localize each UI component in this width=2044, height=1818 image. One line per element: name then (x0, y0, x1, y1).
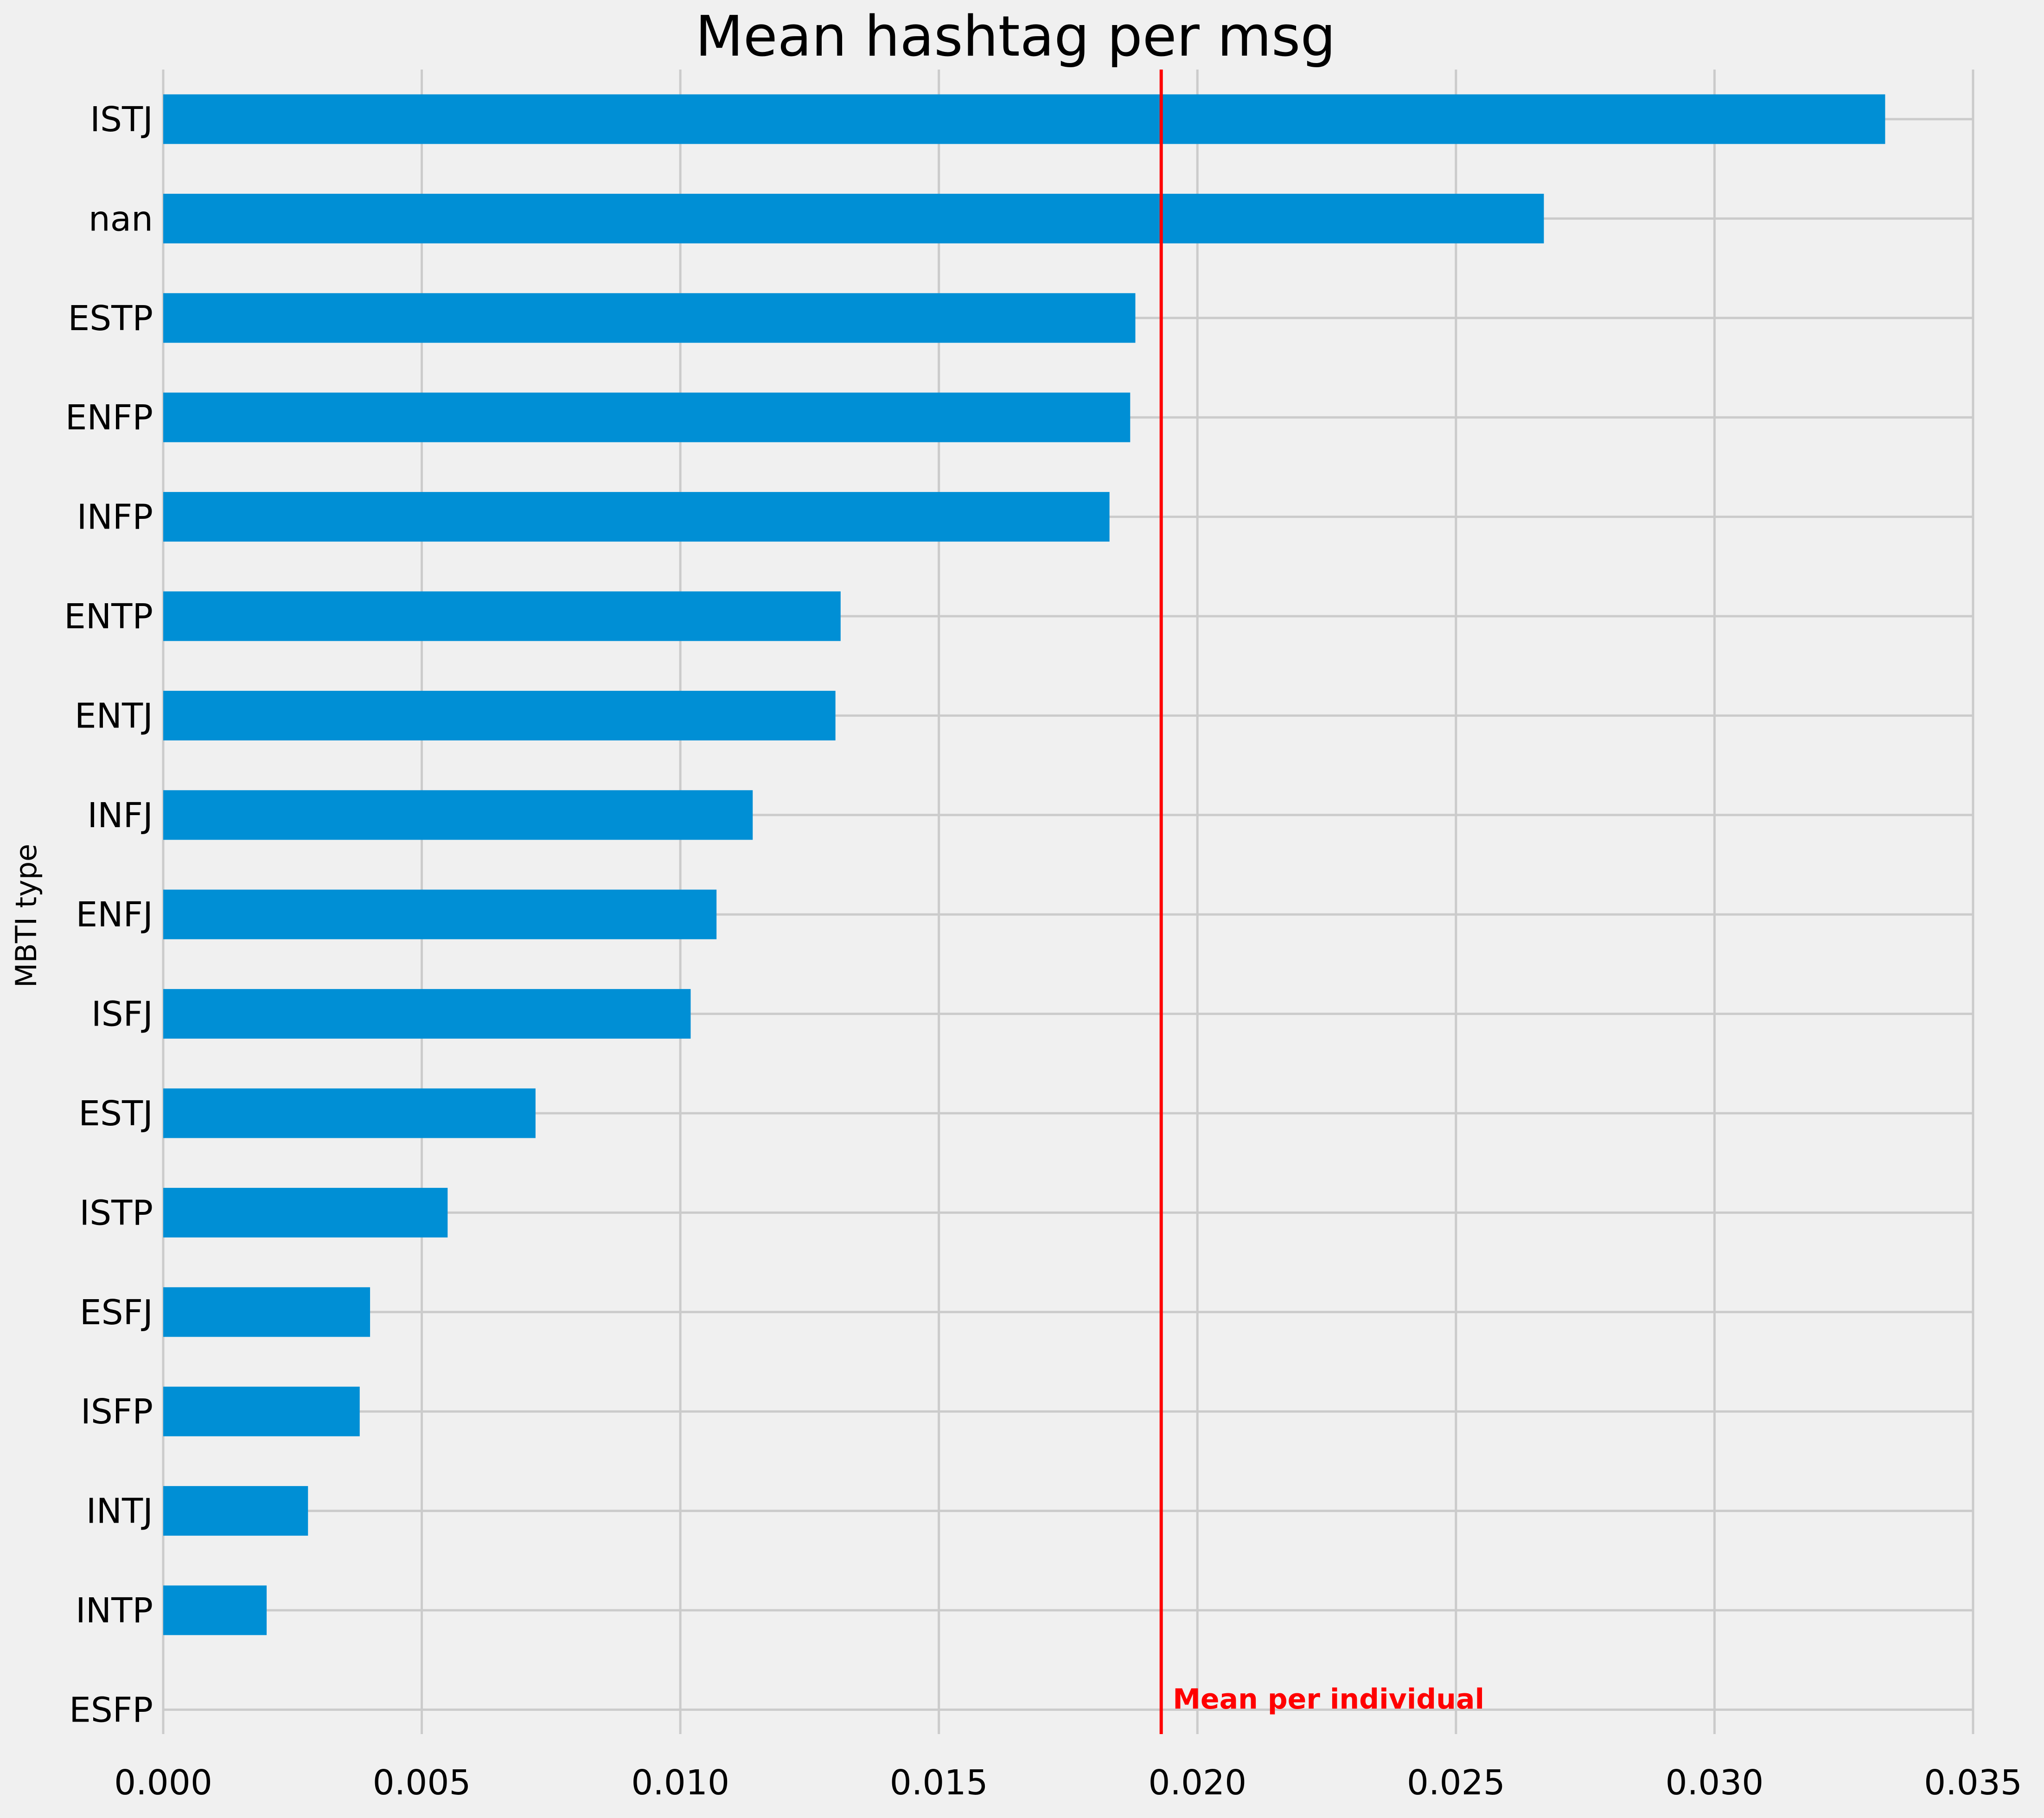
x-tick-label: 0.010 (631, 1763, 729, 1803)
bar-entp (163, 591, 841, 641)
y-tick-label: ENFP (65, 398, 153, 438)
bar-esfj (163, 1287, 370, 1337)
bar-enfj (163, 889, 717, 939)
x-tick-label: 0.015 (890, 1763, 988, 1803)
y-tick-label: ENTP (64, 597, 153, 637)
y-tick-label: ESTP (68, 299, 153, 338)
bar-nan (163, 193, 1544, 243)
bar-isfp (163, 1386, 360, 1436)
y-tick-label: ENFJ (76, 895, 153, 935)
x-tick-label: 0.035 (1924, 1763, 2022, 1803)
x-tick-label: 0.005 (373, 1763, 471, 1803)
y-tick-label: ISFP (81, 1392, 153, 1432)
y-tick-label: ESTJ (78, 1094, 153, 1134)
bar-infp (163, 492, 1110, 542)
x-tick-label: 0.030 (1665, 1763, 1763, 1803)
bars-layer (163, 94, 1885, 1635)
x-tick-label: 0.000 (114, 1763, 212, 1803)
y-tick-label: ISTP (79, 1193, 153, 1233)
bar-entj (163, 690, 836, 740)
bar-istj (163, 94, 1885, 144)
bar-istp (163, 1187, 448, 1238)
y-tick-label: INTJ (86, 1492, 153, 1531)
y-tick-label: INTP (76, 1591, 153, 1631)
bar-enfp (163, 392, 1131, 442)
bar-estj (163, 1088, 536, 1138)
bar-intj (163, 1486, 308, 1536)
bar-infj (163, 790, 753, 840)
reference-line-group: Mean per individual (1159, 70, 1484, 1734)
y-tick-label: ISTJ (90, 100, 153, 140)
y-tick-label: ESFJ (80, 1293, 153, 1333)
y-tick-label: nan (89, 199, 153, 239)
y-tick-label: ESFP (69, 1690, 153, 1730)
bar-isfj (163, 989, 691, 1039)
y-tick-label: INFP (77, 498, 153, 537)
mean-reference-label: Mean per individual (1173, 1683, 1484, 1716)
y-axis-label: MBTI type (9, 844, 43, 988)
chart-title: Mean hashtag per msg (695, 5, 1335, 69)
bar-estp (163, 293, 1136, 343)
y-tick-labels: ISTJ nan ESTP ENFP INFP ENTP ENTJ INFJ ENFJ ISFJ E… (64, 100, 153, 1730)
x-tick-label: 0.025 (1407, 1763, 1505, 1803)
y-tick-label: ISFJ (91, 995, 153, 1034)
x-tick-label: 0.020 (1148, 1763, 1246, 1803)
y-tick-label: ENTJ (75, 696, 153, 736)
y-tick-label: INFJ (87, 796, 153, 836)
bar-intp (163, 1585, 267, 1635)
x-tick-labels: 0.000 0.005 0.010 0.015 0.020 0.025 0.030 0.035 (114, 1763, 2022, 1803)
